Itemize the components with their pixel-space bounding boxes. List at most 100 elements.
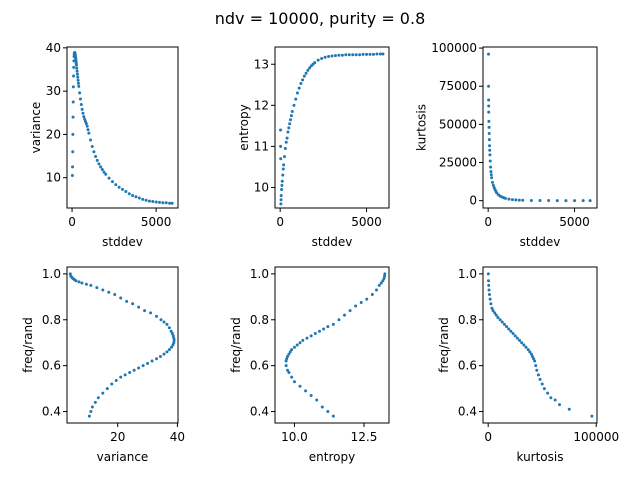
- y-tick-label: 1.0: [458, 267, 477, 281]
- data-point: [285, 136, 289, 140]
- data-point: [89, 283, 93, 287]
- data-point: [487, 132, 491, 136]
- y-tick-label: 0.8: [250, 313, 269, 327]
- data-point: [532, 357, 536, 361]
- data-point: [284, 140, 288, 144]
- scatter-points: [279, 52, 385, 206]
- data-point: [487, 279, 491, 283]
- scatter-points: [68, 272, 176, 418]
- data-point: [71, 150, 75, 154]
- data-point: [491, 309, 495, 313]
- data-point: [90, 145, 94, 149]
- data-point: [511, 332, 515, 336]
- data-point: [100, 167, 104, 171]
- data-point: [113, 293, 117, 297]
- data-point: [313, 332, 317, 336]
- scatter-points: [486, 272, 594, 418]
- data-point: [68, 272, 72, 276]
- data-point: [540, 382, 544, 386]
- data-point: [119, 375, 123, 379]
- x-tick-label: 12.5: [351, 430, 378, 444]
- data-point: [374, 288, 378, 292]
- data-point: [287, 126, 291, 130]
- data-point: [505, 325, 509, 329]
- data-point: [493, 311, 497, 315]
- data-point: [283, 146, 287, 150]
- data-point: [107, 290, 111, 294]
- y-tick-label: 1.0: [250, 267, 269, 281]
- data-point: [309, 393, 313, 397]
- data-point: [289, 118, 293, 122]
- data-point: [110, 382, 114, 386]
- data-point: [317, 329, 321, 333]
- y-tick-label: 11: [254, 139, 269, 153]
- data-point: [513, 334, 517, 338]
- data-point: [292, 103, 296, 107]
- data-point: [507, 327, 511, 331]
- x-axis-label: stddev: [102, 235, 143, 249]
- x-tick-label: 0: [68, 215, 76, 229]
- data-point: [141, 364, 145, 368]
- data-point: [383, 272, 387, 276]
- data-point: [491, 180, 494, 184]
- data-point: [590, 414, 594, 418]
- subplot-1: 0 5000 10 20 30 40 stddev variance: [29, 41, 179, 249]
- data-point: [292, 380, 296, 384]
- data-point: [75, 69, 79, 73]
- data-point: [381, 52, 385, 56]
- y-tick-label: 0.6: [42, 359, 61, 373]
- x-tick-label: 0: [484, 215, 492, 229]
- data-point: [89, 410, 93, 414]
- data-point: [365, 297, 369, 301]
- data-point: [487, 119, 491, 123]
- data-point: [87, 131, 91, 135]
- data-point: [530, 354, 534, 358]
- data-point: [503, 196, 507, 200]
- y-tick-label: 0.6: [250, 359, 269, 373]
- data-point: [78, 91, 82, 95]
- data-point: [487, 84, 491, 88]
- data-point: [573, 199, 577, 203]
- data-point: [150, 359, 154, 363]
- data-point: [487, 293, 491, 297]
- data-point: [331, 414, 335, 418]
- data-point: [290, 109, 294, 113]
- data-point: [359, 301, 363, 305]
- data-point: [488, 153, 492, 157]
- data-point: [555, 199, 559, 203]
- data-point: [77, 280, 81, 284]
- data-point: [581, 199, 585, 203]
- data-point: [169, 329, 173, 333]
- data-point: [128, 371, 132, 375]
- subplot-4: 20 40 0.4 0.6 0.8 1.0 variance freq/rand: [21, 266, 185, 464]
- data-point: [80, 281, 84, 285]
- y-tick-label: 0.4: [458, 405, 477, 419]
- data-point: [105, 387, 109, 391]
- data-point: [306, 68, 310, 72]
- data-point: [378, 52, 382, 56]
- data-point: [172, 341, 176, 345]
- data-point: [509, 329, 513, 333]
- data-point: [549, 396, 553, 400]
- data-point: [524, 345, 528, 349]
- data-point: [162, 352, 166, 356]
- data-point: [84, 282, 88, 286]
- data-point: [500, 320, 504, 324]
- data-point: [170, 201, 174, 205]
- data-point: [94, 155, 98, 158]
- data-point: [75, 66, 79, 70]
- data-point: [285, 357, 289, 361]
- data-point: [502, 322, 506, 326]
- data-point: [304, 71, 308, 75]
- data-point: [286, 130, 290, 134]
- figure-title: ndv = 10000, purity = 0.8: [215, 9, 426, 28]
- y-tick-label: 40: [46, 41, 61, 55]
- data-point: [287, 352, 291, 356]
- data-point: [102, 170, 106, 174]
- data-point: [93, 400, 97, 404]
- data-point: [279, 157, 283, 161]
- x-axis-label: entropy: [309, 450, 355, 464]
- data-point: [490, 176, 494, 180]
- data-point: [547, 199, 551, 203]
- data-point: [315, 398, 319, 402]
